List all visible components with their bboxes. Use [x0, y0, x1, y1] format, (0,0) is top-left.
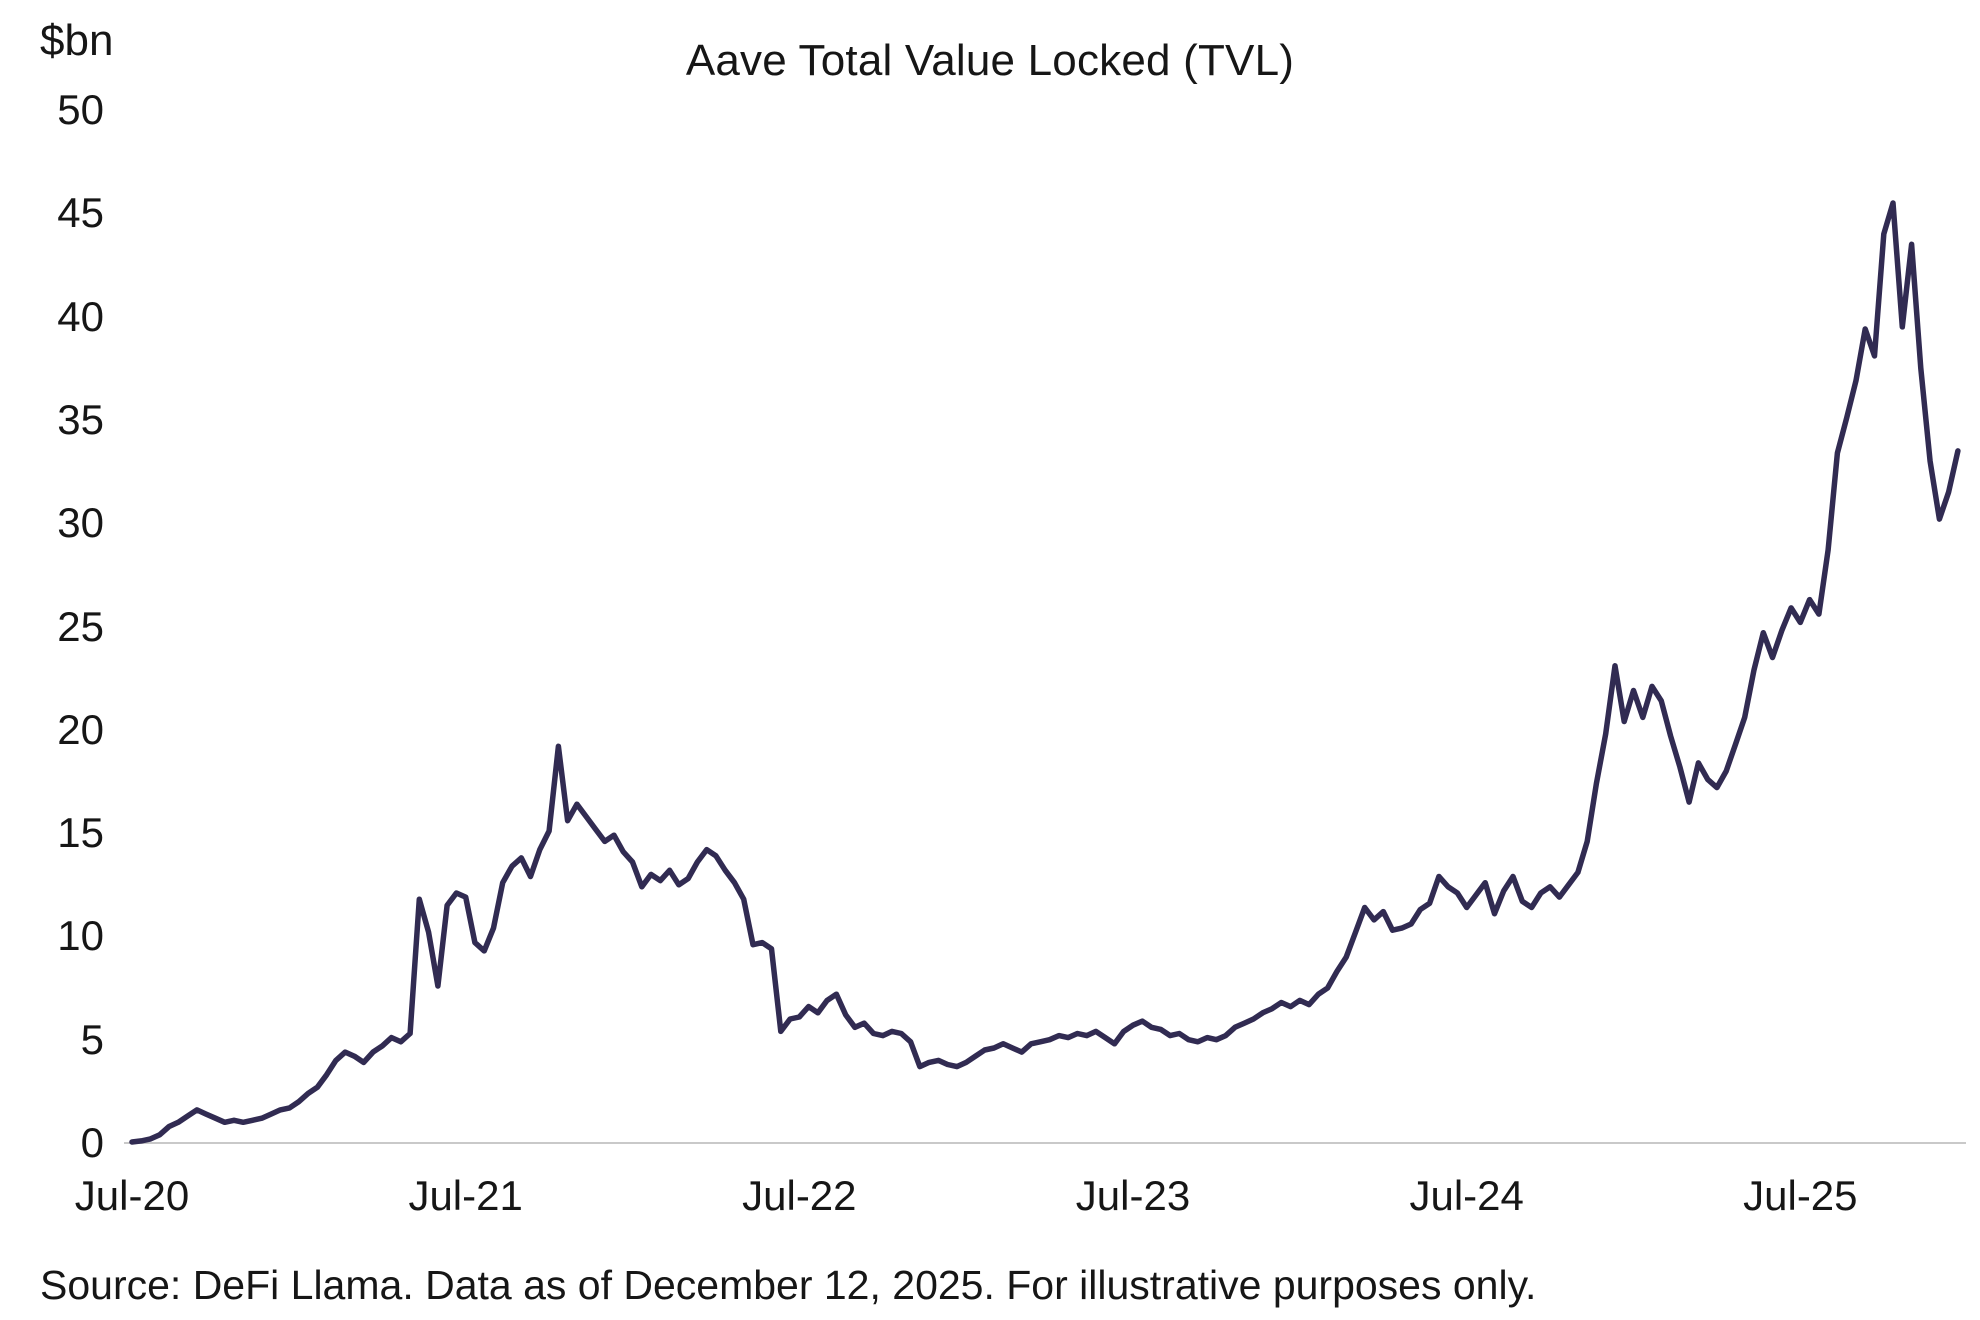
y-tick-label: 0 — [80, 1119, 104, 1166]
source-note: Source: DeFi Llama. Data as of December … — [40, 1262, 1537, 1308]
x-tick-label: Jul-24 — [1409, 1172, 1524, 1219]
x-tick-label: Jul-20 — [74, 1172, 190, 1219]
y-axis-unit-label: $bn — [40, 16, 114, 65]
y-tick-label: 20 — [57, 705, 104, 753]
y-tick-label: 5 — [80, 1015, 104, 1063]
tvl-line — [129, 200, 1961, 1145]
x-tick-label: Jul-23 — [1075, 1172, 1191, 1219]
y-tick-label: 25 — [57, 602, 104, 650]
y-tick-label: 30 — [57, 499, 104, 547]
chart-title: Aave Total Value Locked (TVL) — [685, 36, 1295, 85]
y-tick-label: 40 — [57, 292, 104, 340]
y-tick-label: 50 — [57, 86, 104, 133]
y-tick-label: 15 — [57, 809, 104, 857]
x-tick-label: Jul-25 — [1743, 1172, 1858, 1219]
y-tick-label: 35 — [57, 395, 104, 443]
x-tick-label: Jul-21 — [408, 1172, 523, 1219]
y-tick-label: 45 — [57, 189, 104, 237]
x-tick-label: Jul-22 — [742, 1172, 857, 1219]
y-tick-label: 10 — [57, 912, 104, 960]
